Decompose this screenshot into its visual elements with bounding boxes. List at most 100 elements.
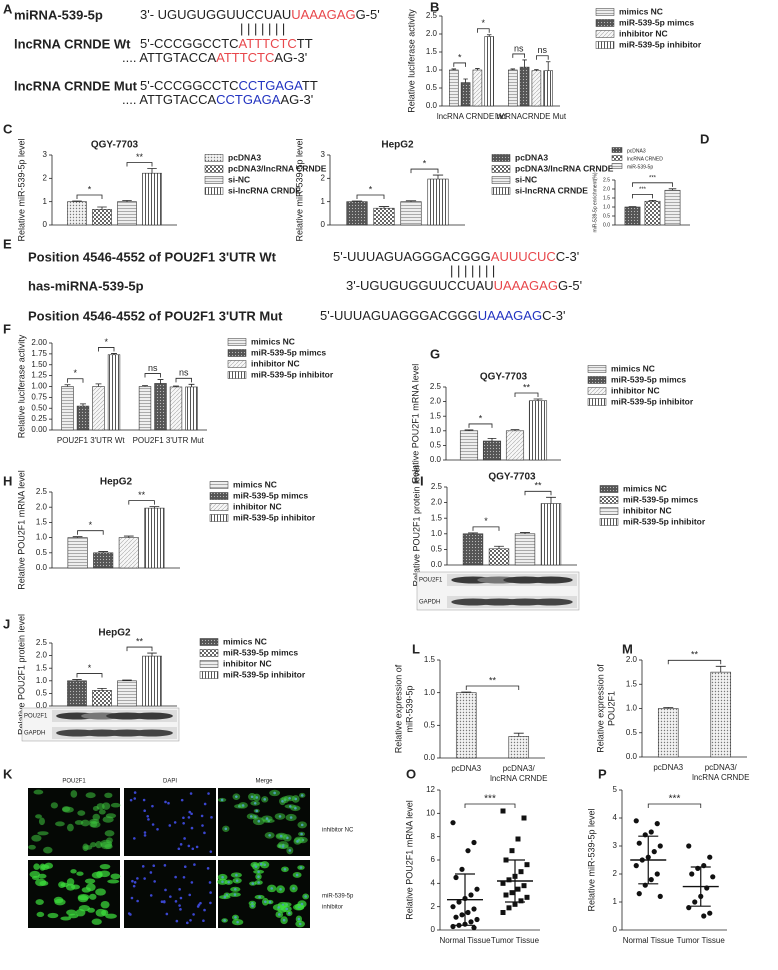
legend-label: miR-539-5p mimcs [619,17,694,27]
cell [92,806,99,812]
data-point [474,886,480,892]
sequence-part: CCTGAGA [239,78,304,93]
data-point [500,808,506,814]
nucleus [188,810,192,814]
bar [462,533,484,566]
significance-label: * [104,337,108,347]
error-bar [432,174,444,180]
x-tick-label: Tumor Tissue [677,936,726,945]
y-tick-label: 1 [613,897,618,906]
y-axis-label: Relative POU2F1 mRNA level [410,364,420,484]
cell [76,871,84,876]
nucleus [196,905,200,908]
y-tick-label: 0.0 [430,455,442,464]
significance-label: ** [489,675,497,685]
nucleus [193,863,196,866]
x-tick-label: Normal Tissue [439,936,491,945]
data-point [506,877,512,883]
sequence-label: Position 4546-4552 of POU2F1 3'UTR Wt [28,249,277,264]
nucleus [179,896,183,900]
legend-swatch [595,8,615,16]
legend-label: pcDNA3 [228,152,261,162]
data-point [636,840,642,846]
error-bar [668,188,677,191]
bar [460,82,471,107]
data-point [654,871,660,877]
y-tick-label: 1.0 [36,533,48,542]
bar [67,201,87,226]
y-tick-label: 2.0 [431,498,443,507]
nucleus [210,816,213,819]
legend-swatch [599,496,619,504]
data-point [465,909,471,916]
image-row-label: inhibitor NC [322,828,354,834]
bar [92,690,112,707]
nucleus [183,865,187,869]
legend-swatch [587,376,607,384]
legend-swatch [599,485,619,493]
nucleus [129,798,133,802]
nucleus [236,920,239,924]
significance-label: ns [514,43,524,53]
x-tick-label: pcDNA3/ [503,764,536,773]
panel-label: F [3,321,11,336]
nucleus [133,881,137,884]
bar [117,680,137,707]
nucleus [183,837,186,840]
sequence-part: C-3' [556,249,579,264]
significance-label: ns [179,368,189,378]
legend-label: mimics NC [611,363,655,373]
y-axis-label: Relative miR-539-5p level [294,138,304,241]
legend-label: mimics NC [619,6,663,16]
nucleus [127,912,131,915]
significance-label: * [479,413,483,423]
y-tick-label: 12 [426,785,435,794]
data-point [686,843,692,849]
legend-label: pcDNA3 [515,152,548,162]
data-point [707,854,713,860]
nucleus [182,875,186,879]
legend-swatch [611,147,623,153]
nucleus [265,817,269,820]
nucleus [203,831,206,835]
legend-label: miR-539-5p inhibitor [233,512,316,522]
legend-label: mimics NC [251,336,295,346]
cell [28,844,36,850]
legend-swatch [209,514,229,522]
cell [70,790,78,798]
nucleus [221,875,224,879]
bar [67,680,87,707]
cell [47,912,59,919]
data-point [657,893,663,900]
y-tick-label: 0.50 [31,403,47,412]
legend-label: inhibitor NC [233,501,282,511]
y-tick-label: 0.0 [431,560,443,569]
cell [101,802,111,810]
panel-label: J [3,616,10,631]
nucleus [221,880,224,884]
data-point [524,862,530,868]
error-bar [486,34,492,37]
sequence: .... ATTGTACCAATTTCTCAG-3' [122,50,307,65]
cell [89,893,97,900]
legend-label: inhibitor NC [611,385,660,395]
y-tick-label: 5 [613,785,618,794]
blot-band [529,598,573,606]
error-bar [534,69,539,71]
cell [78,905,91,912]
sequence-part: | | | | | | | [240,21,285,36]
significance-label: * [482,18,486,28]
nucleus [224,827,228,831]
significance-bracket [647,803,702,808]
sequence: 5'-CCCGGCCTCCCTGAGATT [140,78,318,93]
cell [70,869,77,874]
error-bar [147,168,157,174]
data-point [459,866,465,872]
cell [84,878,96,884]
data-point [701,913,707,919]
bar [185,386,198,431]
legend-label: miR-539-5p inhibitor [251,369,334,379]
legend-swatch [599,518,619,526]
error-bar [451,68,457,70]
bar [472,69,483,107]
